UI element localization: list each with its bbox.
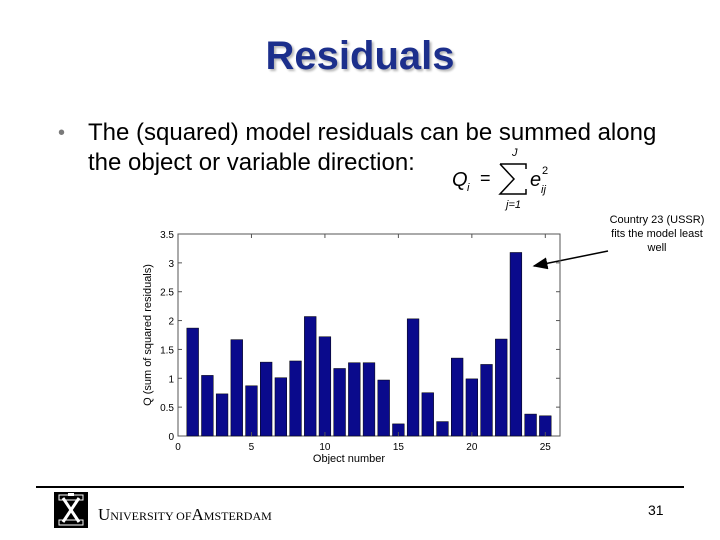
bullet-symbol: • xyxy=(58,122,66,144)
bar xyxy=(289,360,302,437)
x-tick-label: 10 xyxy=(319,442,331,453)
bar xyxy=(480,364,493,437)
bar xyxy=(215,393,229,437)
bar xyxy=(348,362,361,437)
bar xyxy=(406,318,420,437)
residual-bar-chart: 0 0.5 1 1.5 2 2.5 3 3.5 0 5 10 15 20 25 Object number Q… xyxy=(142,230,561,464)
page-number: 31 xyxy=(648,502,664,518)
formula-term: e xyxy=(530,169,541,191)
slide-title: Residuals xyxy=(265,34,455,78)
bar xyxy=(304,316,317,437)
bullet-item: • The (squared) model residuals can be s… xyxy=(58,118,678,178)
sum-upper: J xyxy=(511,147,518,159)
y-tick-label: 2 xyxy=(168,317,174,328)
x-tick-label: 0 xyxy=(175,442,181,453)
y-tick-label: 3.5 xyxy=(160,230,174,241)
bar xyxy=(274,377,287,437)
bar xyxy=(260,361,273,437)
x-tick-label: 5 xyxy=(249,442,255,453)
bar xyxy=(436,421,449,437)
footer-divider xyxy=(36,486,684,488)
y-tick-label: 1.5 xyxy=(160,345,174,356)
bar xyxy=(465,378,478,437)
bar xyxy=(509,252,523,437)
y-tick-label: 3 xyxy=(168,259,174,270)
formula-term-sup: 2 xyxy=(542,165,548,177)
bar xyxy=(333,368,346,437)
x-tick-label: 15 xyxy=(393,442,405,453)
bar xyxy=(245,385,258,437)
y-axis-label: Q (sum of squared residuals) xyxy=(142,264,154,406)
formula-equals: = xyxy=(480,168,491,188)
sum-symbol-icon xyxy=(498,163,527,195)
bar xyxy=(362,362,376,437)
sum-formula: Q i = J j=1 e ij 2 xyxy=(452,147,548,211)
bar xyxy=(201,375,214,437)
bar xyxy=(186,327,199,437)
university-name: UNIVERSITY OFAMSTERDAM xyxy=(98,505,272,524)
bar xyxy=(377,379,390,437)
formula-term-sub: ij xyxy=(541,184,546,196)
y-tick-label: 2.5 xyxy=(160,288,174,299)
annotation-text: Country 23 (USSR) fits the model least w… xyxy=(609,214,705,254)
bar xyxy=(495,338,508,437)
bar xyxy=(318,336,332,437)
y-tick-label: 0.5 xyxy=(160,403,174,414)
formula-lhs: Q xyxy=(452,169,468,191)
x-tick-label: 20 xyxy=(466,442,478,453)
x-axis-label: Object number xyxy=(313,453,385,464)
bullet-text: The (squared) model residuals can be sum… xyxy=(88,119,657,176)
university-logo xyxy=(54,492,88,528)
formula-lhs-sub: i xyxy=(467,182,470,194)
bar xyxy=(451,357,464,437)
bar xyxy=(230,339,243,437)
bar xyxy=(524,413,537,437)
bar xyxy=(421,392,434,437)
y-tick-label: 1 xyxy=(168,374,174,385)
sum-lower: j=1 xyxy=(504,199,521,211)
x-tick-label: 25 xyxy=(540,442,552,453)
y-tick-label: 0 xyxy=(168,432,174,443)
